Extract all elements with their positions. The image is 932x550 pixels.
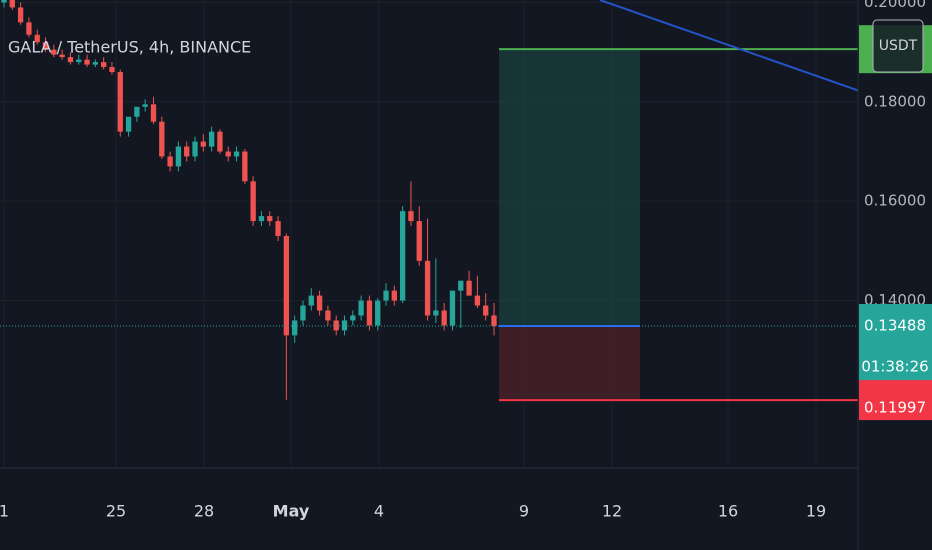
candle-body bbox=[175, 146, 182, 167]
candle-body bbox=[167, 156, 173, 167]
candle-body bbox=[134, 106, 140, 117]
x-tick-label: 12 bbox=[602, 502, 622, 521]
candle-body bbox=[184, 146, 190, 157]
candle-body bbox=[441, 310, 447, 326]
candle-body bbox=[26, 22, 32, 35]
last-price-box bbox=[859, 304, 932, 391]
x-tick-label: 1 bbox=[0, 502, 9, 521]
candle-body bbox=[449, 290, 456, 326]
profit-zone bbox=[499, 49, 640, 327]
candle-body bbox=[458, 280, 464, 291]
candle-body bbox=[59, 54, 65, 58]
x-tick-label: 19 bbox=[806, 502, 826, 521]
candle-body bbox=[474, 295, 481, 306]
candle-body bbox=[383, 290, 389, 301]
candle-body bbox=[250, 181, 256, 222]
stop-price-box bbox=[859, 380, 932, 421]
last-price-label: 0.13488 bbox=[864, 317, 926, 335]
candle-body bbox=[408, 211, 414, 222]
candle-body bbox=[466, 280, 472, 296]
candle-body bbox=[208, 131, 215, 147]
candle-body bbox=[92, 62, 99, 65]
candle-body bbox=[9, 0, 15, 8]
candle-body bbox=[17, 7, 24, 23]
candle-body bbox=[416, 221, 422, 261]
candle-body bbox=[67, 57, 74, 63]
candle-body bbox=[283, 235, 290, 336]
x-tick-label: May bbox=[273, 502, 310, 521]
x-tick-label: 9 bbox=[519, 502, 529, 521]
candle-body bbox=[117, 72, 123, 132]
loss-zone bbox=[499, 326, 640, 401]
trendline bbox=[599, 0, 859, 92]
candle-body bbox=[233, 151, 240, 157]
candle-body bbox=[399, 211, 406, 301]
candle-body bbox=[292, 320, 298, 336]
candle-body bbox=[125, 116, 132, 132]
y-tick-label: 0.20000 bbox=[864, 0, 926, 11]
candle-body bbox=[150, 104, 157, 122]
symbol-title: GALA / TetherUS, 4h, BINANCE bbox=[8, 38, 251, 57]
candle-body bbox=[200, 141, 206, 147]
candle-body bbox=[242, 151, 248, 182]
y-tick-label: 0.18000 bbox=[864, 92, 926, 110]
candle-body bbox=[391, 290, 397, 301]
candle-body bbox=[159, 121, 165, 157]
candle-body bbox=[192, 141, 198, 157]
candle-body bbox=[341, 320, 348, 331]
candle-body bbox=[76, 59, 82, 63]
currency-button-label[interactable]: USDT bbox=[879, 38, 918, 54]
candle-body bbox=[316, 295, 323, 311]
candle-body bbox=[217, 131, 223, 152]
candle-body bbox=[308, 295, 314, 306]
candle-body bbox=[267, 216, 273, 222]
x-tick-label: 25 bbox=[106, 502, 126, 521]
candle-body bbox=[1, 0, 7, 3]
candle-body bbox=[350, 315, 356, 321]
x-tick-label: 28 bbox=[194, 502, 214, 521]
candle-body bbox=[142, 104, 148, 107]
candle-body bbox=[433, 310, 439, 316]
stop-price-label: 0.11997 bbox=[864, 399, 926, 417]
candle-body bbox=[42, 42, 49, 50]
candle-body bbox=[483, 305, 489, 316]
candle-body bbox=[258, 216, 265, 222]
candle-body bbox=[34, 34, 40, 43]
x-tick-label: 16 bbox=[718, 502, 738, 521]
candle-body bbox=[325, 310, 331, 321]
candle-body bbox=[101, 62, 107, 68]
x-tick-label: 4 bbox=[374, 502, 384, 521]
candle-body bbox=[424, 260, 431, 316]
y-tick-label: 0.16000 bbox=[864, 192, 926, 210]
candle-body bbox=[51, 49, 57, 55]
currency-button[interactable] bbox=[872, 19, 924, 73]
candle-body bbox=[275, 221, 281, 236]
candle-body bbox=[491, 315, 497, 327]
candle-body bbox=[358, 300, 364, 316]
candle-body bbox=[84, 59, 90, 65]
candle-body bbox=[300, 305, 306, 321]
candle-body bbox=[375, 300, 381, 326]
candle-body bbox=[225, 151, 231, 157]
candle-body bbox=[333, 320, 339, 331]
countdown-label: 01:38:26 bbox=[861, 358, 928, 376]
candle-body bbox=[109, 67, 115, 73]
candle-body bbox=[366, 300, 373, 326]
